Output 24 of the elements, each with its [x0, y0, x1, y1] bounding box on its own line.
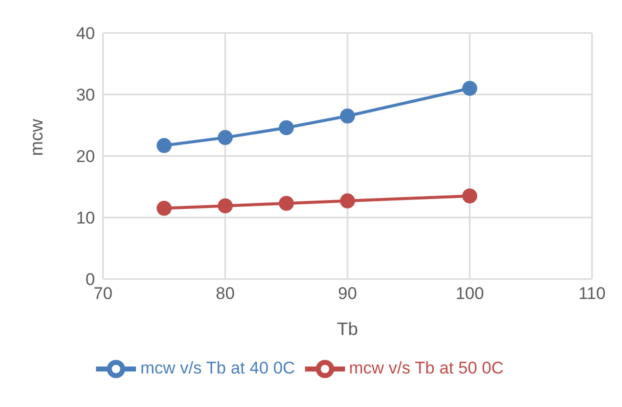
y-tick-label: 30	[76, 86, 95, 105]
point	[462, 188, 478, 204]
legend-label: mcw v/s Tb at 40 0C	[140, 358, 295, 378]
point	[156, 138, 172, 154]
point	[340, 108, 355, 124]
point	[218, 198, 233, 214]
point	[462, 80, 478, 96]
y-tick-label: 10	[76, 208, 95, 228]
point	[340, 193, 355, 208]
point	[156, 200, 172, 216]
x-tick-label: 80	[216, 284, 235, 304]
point	[278, 120, 294, 136]
point	[218, 130, 233, 146]
y-tick-label: 40	[76, 24, 95, 44]
x-tick-label: 90	[338, 284, 357, 304]
y-tick-label: 0	[86, 270, 95, 290]
x-axis-title: Tb	[336, 319, 358, 339]
x-tick-label: 70	[94, 284, 112, 304]
legend-label: mcw v/s Tb at 50 0C	[349, 358, 504, 378]
x-tick-label: 110	[578, 284, 606, 304]
y-tick-label: 20	[76, 147, 95, 166]
y-axis-title: mcw	[26, 118, 46, 156]
point	[278, 196, 294, 211]
x-tick-label: 100	[456, 284, 484, 304]
